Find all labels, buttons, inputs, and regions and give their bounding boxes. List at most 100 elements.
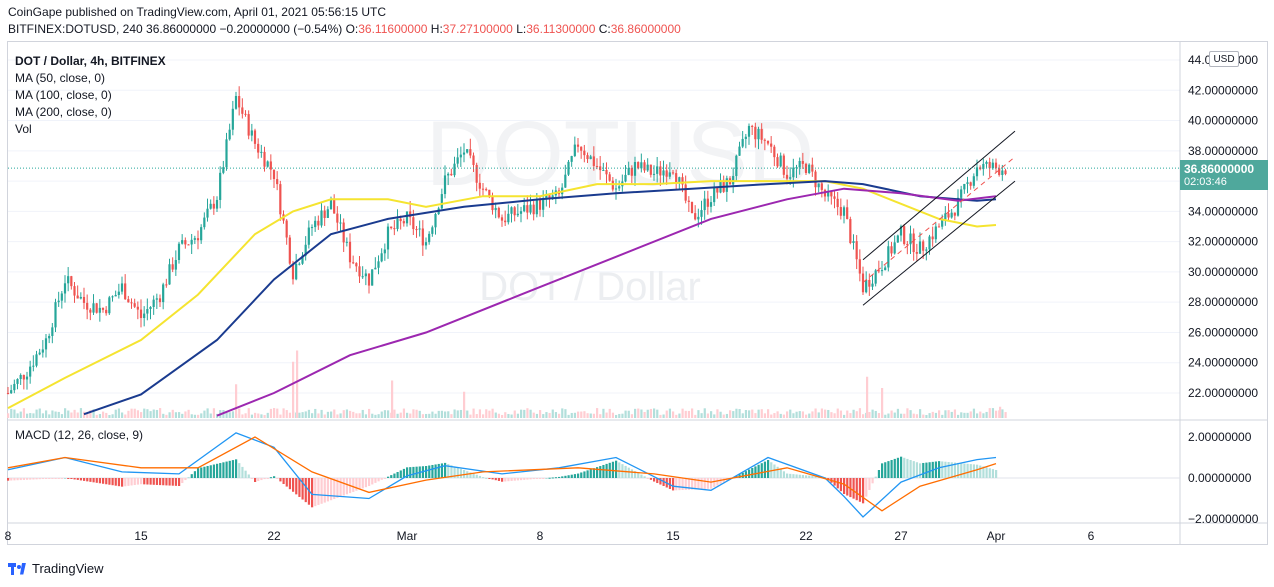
macd-histogram-bar <box>102 478 105 484</box>
macd-histogram-bar <box>865 478 868 497</box>
candle-body <box>763 139 766 141</box>
macd-histogram-bar <box>190 474 193 478</box>
channel-lower-line <box>862 180 1016 306</box>
close-label: C: <box>598 22 611 36</box>
candle-body <box>991 162 994 169</box>
candle-body <box>605 170 608 175</box>
open-label: O: <box>345 22 359 36</box>
candle-body <box>105 309 108 314</box>
macd-histogram-bar <box>558 476 561 478</box>
macd-histogram-bar <box>447 464 450 478</box>
volume-bar <box>972 408 976 418</box>
candle-body <box>488 189 491 196</box>
macd-histogram-bar <box>520 478 523 481</box>
candle-body <box>456 157 459 164</box>
legend-ma200[interactable]: MA (200, close, 0) <box>15 105 112 119</box>
volume-bar <box>744 410 748 418</box>
legend-macd-label[interactable]: MACD (12, 26, close, 9) <box>15 428 144 442</box>
volume-bar <box>640 409 643 418</box>
candle-body <box>453 163 456 176</box>
candle-body <box>830 190 833 197</box>
macd-histogram-bar <box>485 477 488 479</box>
volume-bar <box>523 409 526 418</box>
candle-body <box>76 295 79 299</box>
volume-bar <box>444 411 447 418</box>
macd-histogram-bar <box>478 475 482 478</box>
volume-bar <box>697 410 700 418</box>
candle-body <box>751 125 754 127</box>
volume-bar <box>938 410 941 418</box>
macd-histogram-bar <box>358 478 361 490</box>
volume-bar <box>469 414 472 418</box>
macd-histogram-bar <box>643 476 646 478</box>
candle-body <box>925 249 928 251</box>
candle-body <box>817 183 820 188</box>
candle-body <box>304 244 307 256</box>
macd-histogram-bar <box>782 471 786 478</box>
macd-histogram-bar <box>580 472 583 478</box>
candle-body <box>960 189 963 198</box>
time-tick-label: 22 <box>799 529 813 543</box>
macd-histogram-bar <box>551 477 554 479</box>
candle-body <box>231 108 234 130</box>
candle-body <box>13 383 16 391</box>
volume-bar <box>22 408 26 418</box>
volume-bar <box>877 413 881 418</box>
macd-histogram-bar <box>760 463 763 478</box>
candle-body <box>931 236 934 240</box>
candle-body <box>611 180 614 190</box>
volume-bar <box>428 413 431 418</box>
volume-bar <box>903 413 906 418</box>
macd-histogram-bar <box>687 478 691 490</box>
macd-histogram-bar <box>589 469 592 478</box>
macd-histogram-bar <box>801 475 805 478</box>
macd-histogram-bar <box>570 474 573 478</box>
volume-bar <box>589 413 592 418</box>
candle-body <box>969 182 972 186</box>
volume-bar <box>231 411 235 418</box>
candle-body <box>415 229 418 231</box>
candle-body <box>906 243 909 245</box>
candle-body <box>209 203 212 209</box>
volume-bar <box>263 414 266 418</box>
change-value: −0.20000000 (−0.54%) <box>219 22 343 36</box>
volume-bar <box>45 410 48 418</box>
volume-bar <box>437 410 440 418</box>
macd-histogram-bar <box>915 462 919 478</box>
macd-histogram-bar <box>276 478 279 479</box>
macd-histogram-bar <box>390 475 393 478</box>
legend-vol[interactable]: Vol <box>15 122 32 136</box>
macd-histogram-bar <box>713 478 716 488</box>
volume-bar <box>418 410 421 418</box>
macd-histogram-bar <box>773 464 776 478</box>
candle-body <box>431 227 434 234</box>
macd-histogram-bar <box>326 478 330 502</box>
candle-body <box>507 213 510 223</box>
macd-histogram-bar <box>16 478 19 481</box>
macd-histogram-bar <box>890 460 893 478</box>
macd-histogram-bar <box>957 462 960 478</box>
currency-button[interactable]: USD <box>1209 51 1239 67</box>
volume-bar <box>501 414 504 418</box>
macd-histogram-bar <box>640 474 643 478</box>
legend-ma50[interactable]: MA (50, close, 0) <box>15 71 106 85</box>
volume-bar <box>345 409 349 418</box>
macd-histogram-bar <box>149 478 152 485</box>
candle-body <box>339 222 342 224</box>
candle-body <box>548 195 551 199</box>
macd-histogram-bar <box>127 478 130 486</box>
main-legend: DOT / Dollar, 4h, BITFINEX MA (50, close… <box>15 53 166 138</box>
candle-body <box>649 164 652 175</box>
legend-ma100[interactable]: MA (100, close, 0) <box>15 88 112 102</box>
candle-body <box>880 270 884 272</box>
candle-body <box>899 226 903 236</box>
candle-body <box>374 267 377 270</box>
volume-bar <box>551 409 554 418</box>
candle-body <box>326 209 329 218</box>
candle-body <box>637 162 640 169</box>
volume-bar <box>269 408 273 418</box>
candle-body <box>915 252 918 254</box>
tradingview-brand[interactable]: TradingView <box>8 561 104 576</box>
candle-body <box>472 155 475 165</box>
